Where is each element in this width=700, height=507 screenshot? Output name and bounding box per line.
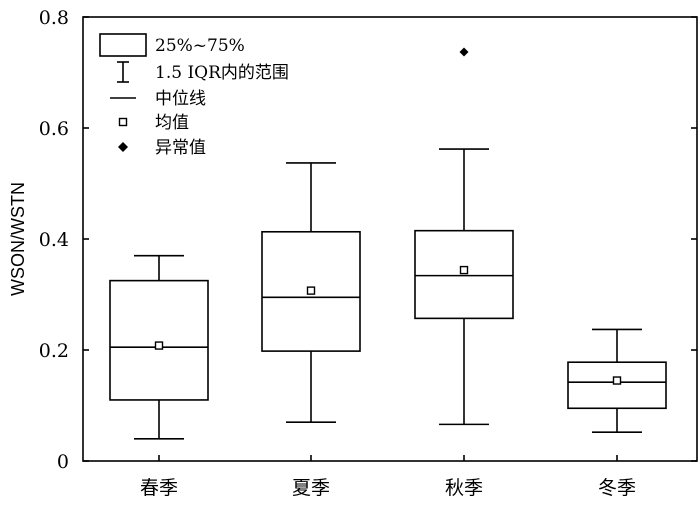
box-group bbox=[261, 162, 361, 423]
iqr-box bbox=[567, 361, 667, 410]
x-tick-label: 夏季 bbox=[292, 477, 330, 499]
iqr-box bbox=[414, 229, 514, 320]
legend-label: 均值 bbox=[155, 113, 189, 133]
outlier-marker bbox=[459, 47, 469, 57]
box-group bbox=[414, 47, 514, 426]
legend-outlier-symbol bbox=[118, 142, 128, 152]
mean-marker bbox=[459, 265, 469, 275]
plot-frame bbox=[82, 16, 698, 462]
y-tick-label: 0.4 bbox=[39, 229, 69, 251]
legend-label: 中位线 bbox=[155, 89, 206, 109]
legend-item: 均值 bbox=[118, 113, 189, 133]
legend-box-symbol bbox=[99, 33, 147, 57]
legend-item: 异常值 bbox=[118, 138, 206, 158]
legend-item: 中位线 bbox=[110, 89, 206, 109]
x-tick-label: 秋季 bbox=[445, 477, 483, 499]
y-tick-label: 0.2 bbox=[39, 340, 69, 362]
mean-marker bbox=[612, 376, 622, 385]
x-tick-label: 冬季 bbox=[598, 477, 636, 499]
y-tick-label: 0 bbox=[57, 451, 69, 473]
legend-item: 25%~75% bbox=[99, 33, 245, 57]
box-group bbox=[567, 328, 667, 433]
legend-label: 25%~75% bbox=[155, 36, 245, 56]
legend-mean-symbol bbox=[118, 117, 128, 127]
legend-label: 1.5 IQR内的范围 bbox=[155, 63, 289, 83]
y-tick-label: 0.8 bbox=[39, 7, 69, 29]
legend-label: 异常值 bbox=[155, 138, 206, 158]
legend-item: 1.5 IQR内的范围 bbox=[117, 61, 289, 83]
iqr-box bbox=[109, 279, 209, 401]
mean-marker bbox=[306, 286, 316, 295]
y-axis-label: WSON/WSTN bbox=[8, 182, 28, 296]
x-tick-label: 春季 bbox=[140, 477, 178, 499]
box-group bbox=[109, 254, 209, 440]
mean-marker bbox=[154, 341, 164, 350]
y-tick-label: 0.6 bbox=[39, 118, 69, 140]
iqr-box bbox=[261, 230, 361, 352]
